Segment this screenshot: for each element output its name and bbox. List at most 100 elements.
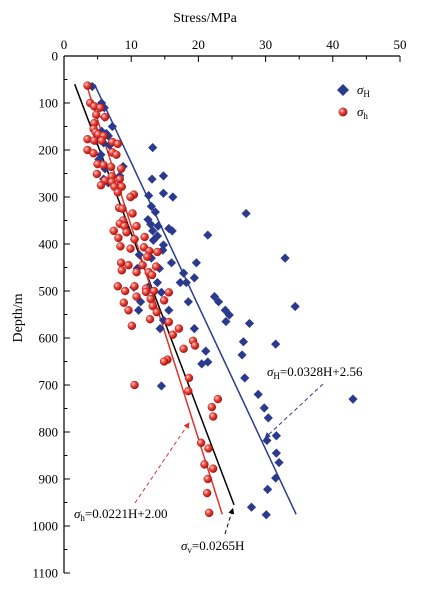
sigma-h-point [184,373,194,383]
sigma-H-point [271,473,281,483]
sigma-H-point [148,226,158,236]
sigma-H-point [158,188,169,198]
sigma-h-point [118,204,127,213]
sigma-H-point [261,510,271,520]
sigma-h-point [97,136,106,145]
sigma-H-point [105,140,115,150]
sigma-h-point [92,169,102,179]
arrow-sigma-h-fit [134,421,190,504]
sigma-h-point [114,233,123,243]
sigma-h-point [151,262,161,271]
sigma-h-point [152,307,161,317]
sigma-h-point [99,160,108,170]
sigma-H-point [221,316,231,327]
sigma-H-point [262,435,272,446]
sigma-H-point [290,301,300,312]
sigma-H-point [133,305,144,315]
y-tick-label: 1000 [32,519,58,534]
sigma-H-point [150,207,160,217]
fit-lines [73,83,297,515]
sigma-h-point [124,306,133,315]
sigma-h-point [146,294,155,304]
y-tick-label: 500 [39,284,59,299]
sigma-h-point [113,282,122,291]
sigma-H-point [189,324,199,334]
sigma-h-point [174,324,184,333]
sigma-h-point [148,301,157,311]
sigma-H-point [183,297,193,307]
label-sigma-H-fit: σH=0.0328H+2.56 [267,364,363,381]
sigma-H-point [209,292,220,302]
sigma-h-point [153,247,162,257]
sigma-h-point [116,258,126,267]
sigma-H-point [166,258,177,268]
sigma-h-point [96,181,106,190]
sigma-h-point [92,110,101,119]
sigma-h-point [208,412,218,421]
sigma-H-point [158,171,169,181]
legend-label-sigma-h: σh [357,104,368,121]
sigma-h-point [200,460,209,469]
label-sigma-h-fit: σh=0.0221H+2.00 [74,506,167,523]
sigma-h-point [159,357,169,366]
sigma-h-point [109,226,118,236]
sigma-h-point [106,162,116,172]
sigma-H-point [240,373,250,383]
x-tick-label: 20 [192,37,205,52]
sigma-h-point [208,464,218,473]
sigma-H-point [253,389,263,399]
sigma-H-point [201,346,211,356]
sigma-h-point [119,298,129,307]
axes: 0 10 20 30 40 5001002003004005006007008009001… [32,37,407,581]
sigma-H-point [259,403,269,413]
y-tick-label: 600 [39,331,59,346]
sigma-h-point [117,266,126,275]
x-tick-label: 0 [61,37,68,52]
x-tick-label: 50 [394,37,407,52]
fit-line-sigma-H [93,83,297,515]
sigma-H-point [274,457,284,468]
sigma-h-point [130,282,139,291]
y-tick-label: 700 [39,378,59,393]
label-sigma-v-fit: σv=0.0265H [181,538,244,555]
sigma-H-point [107,121,117,132]
sigma-H-point [156,381,167,391]
sigma-h-point [164,288,174,297]
sigma-H-point [155,324,165,334]
sigma-H-point [144,190,154,201]
sigma-h-point [204,444,213,453]
x-tick-label: 40 [326,37,339,52]
sigma-H-point [244,318,255,329]
sigma-h-point [130,235,139,244]
arrow-sigma-v-fit [224,507,235,535]
x-axis-title: Stress/MPa [173,11,238,26]
sigma-h-point [147,270,157,280]
y-tick-label: 300 [39,190,59,205]
y-tick-label: 1100 [32,566,58,581]
sigma-H-point [153,221,163,231]
sigma-H-point [179,268,189,278]
annotations: σH=0.0328H+2.56 σh=0.0221H+2.00 σv=0.0265H [74,364,363,555]
sigma-H-point [203,357,213,367]
sigma-H-point [263,484,273,494]
sigma-H-point [197,359,207,369]
sigma-H-point [134,250,144,260]
sigma-H-point [146,201,156,211]
sigma-h-point [113,139,122,149]
y-tick-label: 900 [39,472,59,487]
sigma-h-point [128,209,137,218]
sigma-h-point [202,488,212,498]
y-tick-label: 0 [52,49,59,64]
sigma-h-point [100,112,110,122]
sigma-h-point [204,508,214,518]
sigma-h-point [130,380,139,390]
sigma-H-point [167,226,177,236]
sigma-h-point [203,474,213,484]
y-tick-label: 100 [39,96,59,111]
sigma-H-point [238,337,249,347]
sigma-h-point [115,174,124,184]
sigma-h-point [184,386,193,396]
sigma-H-point [237,350,247,360]
